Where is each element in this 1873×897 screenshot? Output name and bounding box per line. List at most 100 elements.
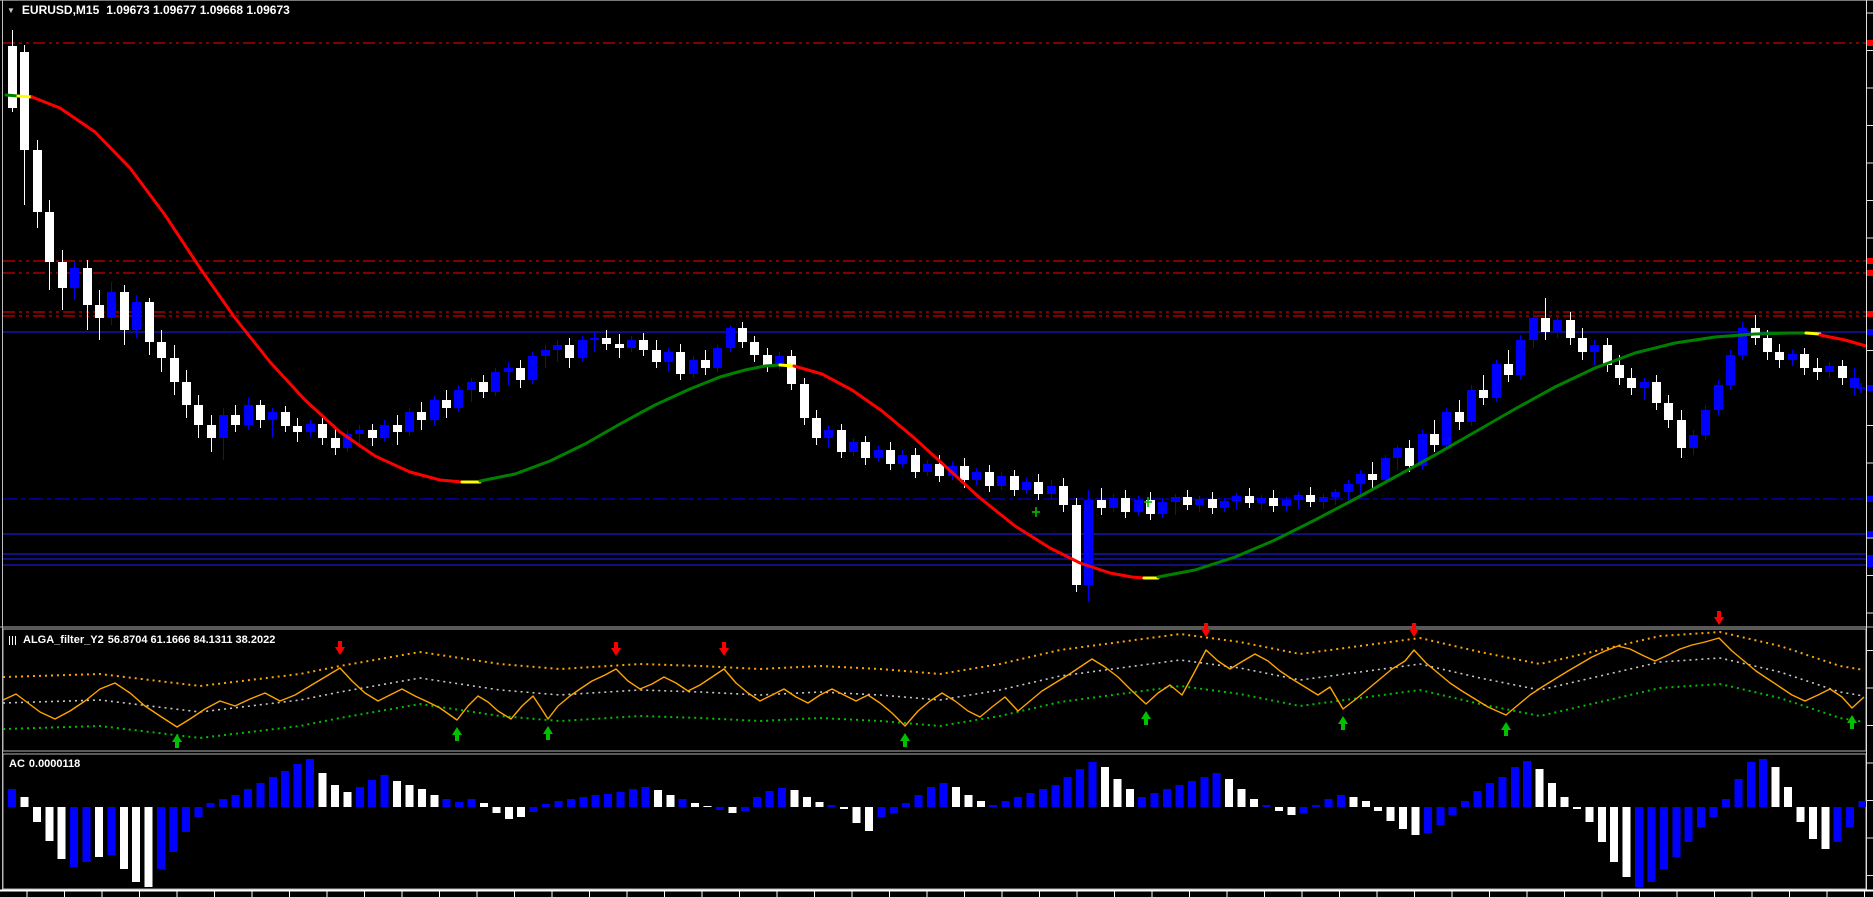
buy-arrow-icon [1847,715,1857,729]
candle-body [256,405,265,420]
candle-body [194,405,203,425]
ac-bar [20,797,29,807]
ac-bar [1659,807,1668,869]
candle-body [1615,365,1624,378]
ac-bar [293,764,302,807]
ac-bar [243,789,252,807]
candle-body [960,466,969,480]
alga-lower-band [2,682,1865,740]
candle-body [182,382,191,405]
candle-body [1405,448,1414,466]
ma-segment [778,363,796,368]
ac-bar [740,807,749,811]
ac-bar [318,773,327,807]
ac-bar [765,791,774,807]
candle-body [491,372,500,392]
ac-bar [94,807,103,857]
candle-body [874,450,883,458]
symbol-dropdown-icon[interactable]: ▼ [7,5,15,15]
ac-bar [1076,769,1085,807]
candle-body [1319,497,1328,502]
alga-indicator-values: 56.8704 61.1666 84.1311 38.2022 [107,634,276,646]
candle-body [1269,498,1278,506]
ac-indicator-value: 0.0000118 [28,758,81,770]
ac-bar [256,783,265,807]
candle-body [442,400,451,408]
ac-bar [1324,799,1333,807]
candle-body [1356,474,1365,484]
candle-body [1306,495,1315,502]
ac-bar [281,771,290,807]
candle-body [107,292,116,318]
candle-body [775,356,784,366]
ac-bar [1250,799,1258,807]
symbol-period-label: EURUSD,M15 [21,3,100,17]
candle-body [1232,496,1241,501]
ac-bar [1299,807,1308,813]
candle-body [343,434,352,448]
candle-body [1850,378,1859,388]
ac-bar [330,785,339,807]
ac-bar [1548,783,1557,807]
candle-body [1183,497,1192,505]
sell-arrow-icon [611,642,621,656]
candle-body [1504,364,1513,375]
ac-bar [753,797,762,807]
ac-bar [1200,777,1209,807]
price-level-marker [1867,561,1873,567]
ac-bar [119,807,128,869]
candle-body [1294,495,1303,500]
ac-bar [1038,789,1047,807]
ac-bar [1212,773,1221,807]
ac-bar [380,775,389,807]
ac-bar [1100,767,1109,807]
ac-bar [554,801,563,807]
candle-body [1664,403,1673,420]
ac-bar [840,807,849,809]
ac-bar [1312,805,1321,807]
candle-body [1146,500,1155,514]
ac-bar [802,797,811,807]
candle-body [615,344,624,348]
candle-body [207,425,216,438]
candle-body [33,150,42,212]
ac-bar [32,807,41,822]
ac-bar [691,803,700,807]
ac-bar [517,807,526,817]
ac-bar [641,787,650,807]
candle-body [244,405,253,425]
candle-body [1763,338,1772,352]
ac-bar [927,787,936,807]
candle-body [1516,340,1525,375]
buy-arrow-icon [452,727,462,741]
ac-bar [989,805,998,807]
ac-bar [1386,807,1395,821]
candle-body [713,348,722,368]
candle-body [454,390,463,408]
candle-body [219,415,228,438]
ac-bar [1498,777,1507,807]
ac-bar [1846,807,1855,827]
ac-bar [1399,807,1408,829]
candle-body [331,438,340,448]
ac-bar [1535,769,1544,807]
candle-body [972,472,981,480]
candle-body [1245,496,1254,503]
ac-bar [1113,779,1122,807]
ac-bar [393,781,402,807]
candle-body [578,340,587,358]
price-level-marker [1867,555,1873,561]
ac-bar [1349,797,1358,807]
ac-bar [1436,807,1445,825]
candle-body [1442,412,1451,445]
ac-bar [1138,797,1147,807]
candle-body [849,442,858,452]
candle-body [676,352,685,374]
ac-bar [1014,797,1023,807]
candle-body [380,425,389,438]
candle-body [504,368,513,372]
ac-bar [1709,807,1718,817]
ac-bar [1572,807,1581,809]
candle-body [1800,354,1809,368]
